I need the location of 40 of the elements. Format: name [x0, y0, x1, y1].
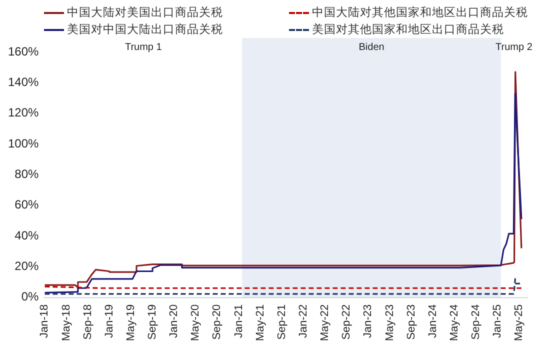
x-tick-label: May-20	[190, 304, 202, 342]
legend-label: 美国对中国大陆出口商品关税	[67, 22, 223, 37]
y-tick-label: 40%	[14, 228, 40, 242]
x-tick-label: Sep-18	[82, 304, 94, 340]
x-tick-label: May-22	[319, 304, 332, 342]
x-tick-label: Jan-21	[232, 304, 245, 338]
x-tick-label: May-21	[254, 304, 266, 342]
x-tick-label: Jan-24	[426, 304, 439, 338]
y-tick-label: 20%	[14, 258, 40, 273]
x-tick-label: May-23	[384, 304, 396, 342]
x-tick-label: Jan-19	[103, 304, 116, 338]
y-tick-label: 100%	[8, 136, 40, 150]
y-tick-label: 160%	[8, 44, 40, 58]
x-tick-label: Jan-23	[362, 304, 374, 338]
legend-label: 中国大陆对其他国家和地区出口商品关税	[312, 5, 528, 20]
line-series	[44, 278, 522, 295]
x-tick-label: Jan-22	[298, 304, 310, 338]
x-tick-label: Jan-18	[38, 304, 51, 338]
band-label: Trump 2	[496, 42, 533, 53]
x-tick-label: May-24	[448, 304, 460, 342]
x-tick-label: May-18	[60, 304, 72, 342]
x-tick-label: Jan-25	[492, 304, 504, 338]
x-tick-label: Sep-24	[470, 304, 482, 340]
x-tick-label: May-19	[124, 304, 137, 342]
x-tick-label: May-25	[513, 304, 526, 342]
y-tick-label: 80%	[14, 166, 40, 181]
legend-label: 中国大陆对美国出口商品关税	[67, 5, 223, 20]
legend-label: 美国对其他国家和地区出口商品关税	[312, 22, 504, 37]
y-tick-label: 120%	[8, 106, 40, 120]
x-tick-label: Sep-21	[276, 304, 288, 340]
y-tick-label: 140%	[8, 74, 40, 89]
band-label: Biden	[358, 42, 384, 53]
x-tick-label: Sep-22	[340, 304, 353, 340]
y-tick-label: 0%	[21, 290, 40, 304]
x-tick-label: Sep-23	[405, 304, 418, 340]
x-tick-label: Sep-19	[146, 304, 159, 340]
y-tick-label: 60%	[14, 198, 40, 212]
x-tick-label: Sep-20	[211, 304, 224, 340]
x-tick-label: Jan-20	[168, 304, 180, 338]
band-label: Trump 1	[124, 42, 162, 53]
